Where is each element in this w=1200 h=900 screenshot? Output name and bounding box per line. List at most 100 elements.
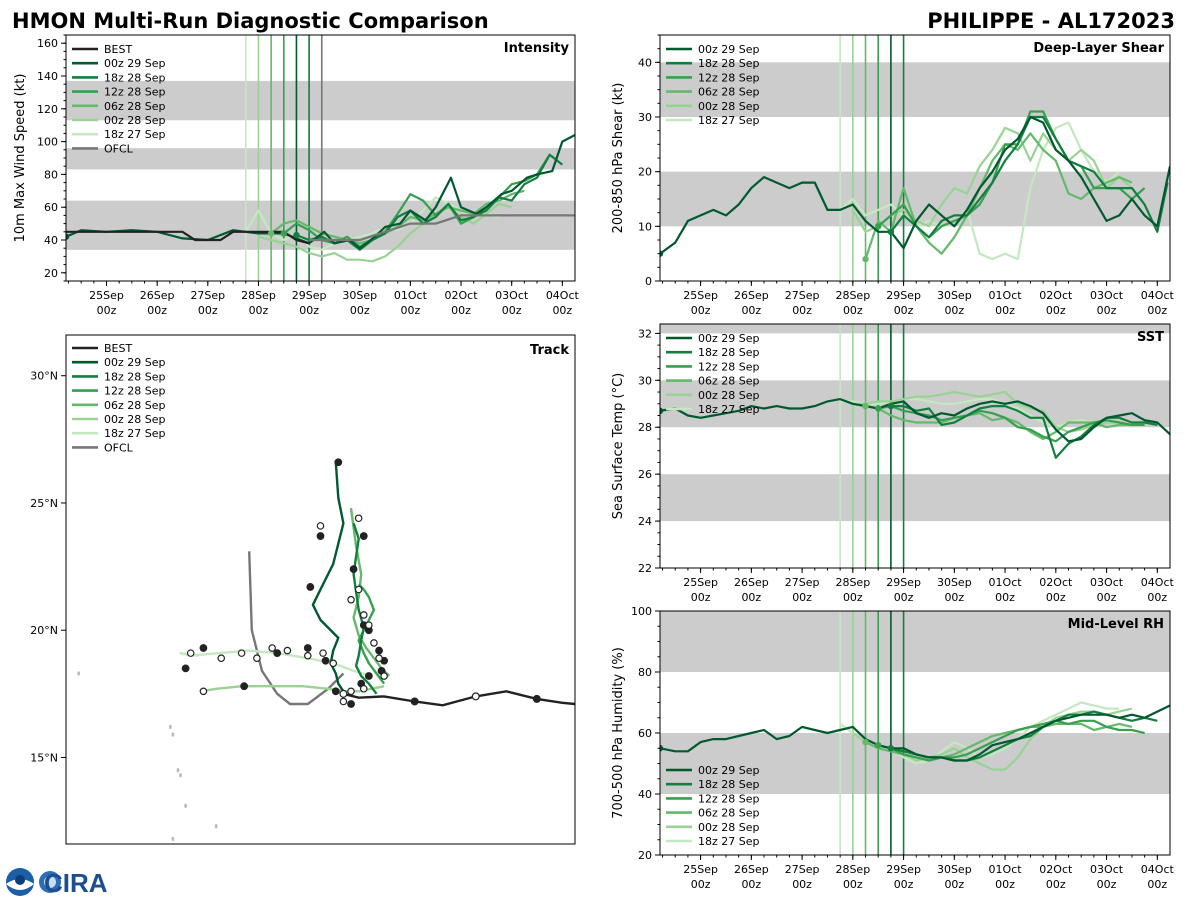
sst-plot-area: [660, 324, 1170, 568]
rh-legend-label: 18z 28 Sep: [698, 778, 760, 791]
shear-ytick-label: 10: [638, 220, 652, 233]
shear-xtick-sublabel: 00z: [843, 304, 863, 317]
shear-legend-label: 12z 28 Sep: [698, 71, 760, 84]
shear-xtick-sublabel: 00z: [741, 304, 761, 317]
shear-legend-label: 18z 27 Sep: [698, 114, 760, 127]
shear-xtick-label: 27Sep: [785, 289, 820, 302]
shear-series-3: [864, 132, 1133, 260]
intensity-ytick-label: 160: [37, 37, 58, 50]
rh-xtick-label: 01Oct: [989, 863, 1023, 876]
sst-xtick-label: 26Sep: [734, 576, 769, 589]
shear-xtick-sublabel: 00z: [792, 304, 812, 317]
rh-legend-label: 00z 29 Sep: [698, 764, 760, 777]
intensity-title: Intensity: [504, 41, 570, 56]
sst-xtick-label: 03Oct: [1090, 576, 1124, 589]
intensity-series-4: [258, 202, 512, 263]
track-legend-label: 00z 28 Sep: [104, 413, 166, 426]
intensity-xtick-sublabel: 00z: [451, 304, 471, 317]
track-marker-open: [347, 595, 355, 604]
sst-xtick-sublabel: 00z: [1147, 591, 1167, 604]
rh-xtick-sublabel: 00z: [792, 878, 812, 891]
sst-xtick-sublabel: 00z: [843, 591, 863, 604]
sst-xtick-label: 29Sep: [886, 576, 921, 589]
track-series-3: [349, 507, 391, 677]
shear-series-5: [839, 121, 1121, 261]
island: [184, 803, 188, 809]
sst-xtick-sublabel: 00z: [741, 591, 761, 604]
intensity-xtick-sublabel: 00z: [147, 304, 167, 317]
track-marker-filled: [303, 644, 312, 652]
island: [179, 773, 182, 778]
shear-xtick-label: 26Sep: [734, 289, 769, 302]
rh-title: Mid-Level RH: [1068, 617, 1164, 632]
rh-plot-area: [660, 611, 1170, 855]
intensity-panel: 20 40 60 80 100 120 140 160 25Sep 00z 26Sep 00z 27Se…: [13, 34, 580, 317]
intensity-series-2: [283, 154, 551, 248]
sst-legend-label: 00z 28 Sep: [698, 389, 760, 402]
rh-xtick-sublabel: 00z: [843, 878, 863, 891]
sst-ylabel: Sea Surface Temp (°C): [611, 373, 626, 520]
shear-title: Deep-Layer Shear: [1033, 41, 1164, 56]
rh-band-1: [660, 611, 1170, 672]
intensity-ytick-label: 60: [44, 201, 58, 214]
track-marker-open: [237, 649, 246, 657]
track-marker-filled: [375, 646, 383, 655]
sst-xtick-sublabel: 00z: [995, 591, 1015, 604]
intensity-series-0: [66, 134, 575, 250]
track-series-4: [200, 685, 385, 693]
track-marker-filled: [349, 565, 358, 574]
intensity-xtick-label: 02Oct: [445, 289, 479, 302]
track-marker-open: [347, 687, 355, 696]
track-marker-open: [359, 611, 368, 619]
sst-legend-label: 00z 29 Sep: [698, 332, 760, 345]
track-ytick-label: 25°N: [30, 497, 58, 510]
sst-title: SST: [1137, 330, 1164, 345]
sst-legend-label: 18z 28 Sep: [698, 346, 760, 359]
sst-ytick-label: 22: [638, 562, 652, 575]
sst-xtick-label: 02Oct: [1039, 576, 1073, 589]
figure-title: HMON Multi-Run Diagnostic Comparison: [12, 9, 489, 33]
track-legend-label: 06z 28 Sep: [104, 399, 166, 412]
shear-init-marker-1: [887, 228, 895, 235]
intensity-ytick-label: 140: [37, 70, 58, 83]
rh-panel: 20 40 60 80 100 25Sep 00z 26Sep 00z 27Sep 00z 28Sep…: [611, 605, 1175, 891]
track-marker-filled: [347, 700, 355, 708]
track-series-5: [179, 649, 372, 678]
track-plot-area: [77, 458, 575, 842]
shear-init-marker-0: [660, 250, 664, 257]
shear-ytick-label: 30: [638, 111, 652, 124]
track-marker-open: [199, 687, 208, 696]
rh-init-marker-3: [862, 738, 869, 746]
rh-xtick-label: 27Sep: [785, 863, 820, 876]
intensity-init-marker-2: [280, 230, 287, 237]
shear-legend-label: 18z 28 Sep: [698, 57, 760, 70]
shear-legend-label: 00z 29 Sep: [698, 43, 760, 56]
shear-xtick-sublabel: 00z: [1147, 304, 1167, 317]
cira-logo: CIRA: [39, 868, 108, 898]
track-best-marker: [532, 694, 541, 703]
intensity-xtick-label: 04Oct: [546, 289, 580, 302]
rh-xtick-sublabel: 00z: [1147, 878, 1167, 891]
track-marker-open: [217, 654, 226, 663]
shear-xtick-sublabel: 00z: [894, 304, 914, 317]
track-marker-filled: [181, 664, 190, 673]
sst-ytick-label: 26: [638, 468, 652, 481]
intensity-legend-label: 18z 27 Sep: [104, 128, 166, 141]
island: [171, 732, 175, 737]
track-marker-filled: [316, 532, 325, 540]
intensity-xtick-label: 28Sep: [241, 289, 276, 302]
shear-xtick-label: 30Sep: [937, 289, 972, 302]
track-marker-open: [354, 585, 363, 594]
shear-xtick-label: 28Sep: [835, 289, 870, 302]
rh-ytick-label: 60: [638, 727, 652, 740]
intensity-legend-label: 06z 28 Sep: [104, 100, 166, 113]
track-legend-label: 18z 28 Sep: [104, 370, 166, 383]
rh-legend-label: 18z 27 Sep: [698, 835, 760, 848]
shear-xtick-sublabel: 00z: [1097, 304, 1117, 317]
sst-xtick-label: 25Sep: [683, 576, 718, 589]
sst-ytick-label: 30: [638, 374, 652, 387]
shear-xtick-label: 25Sep: [683, 289, 718, 302]
rh-xtick-sublabel: 00z: [995, 878, 1015, 891]
shear-init-marker-2: [875, 223, 882, 230]
